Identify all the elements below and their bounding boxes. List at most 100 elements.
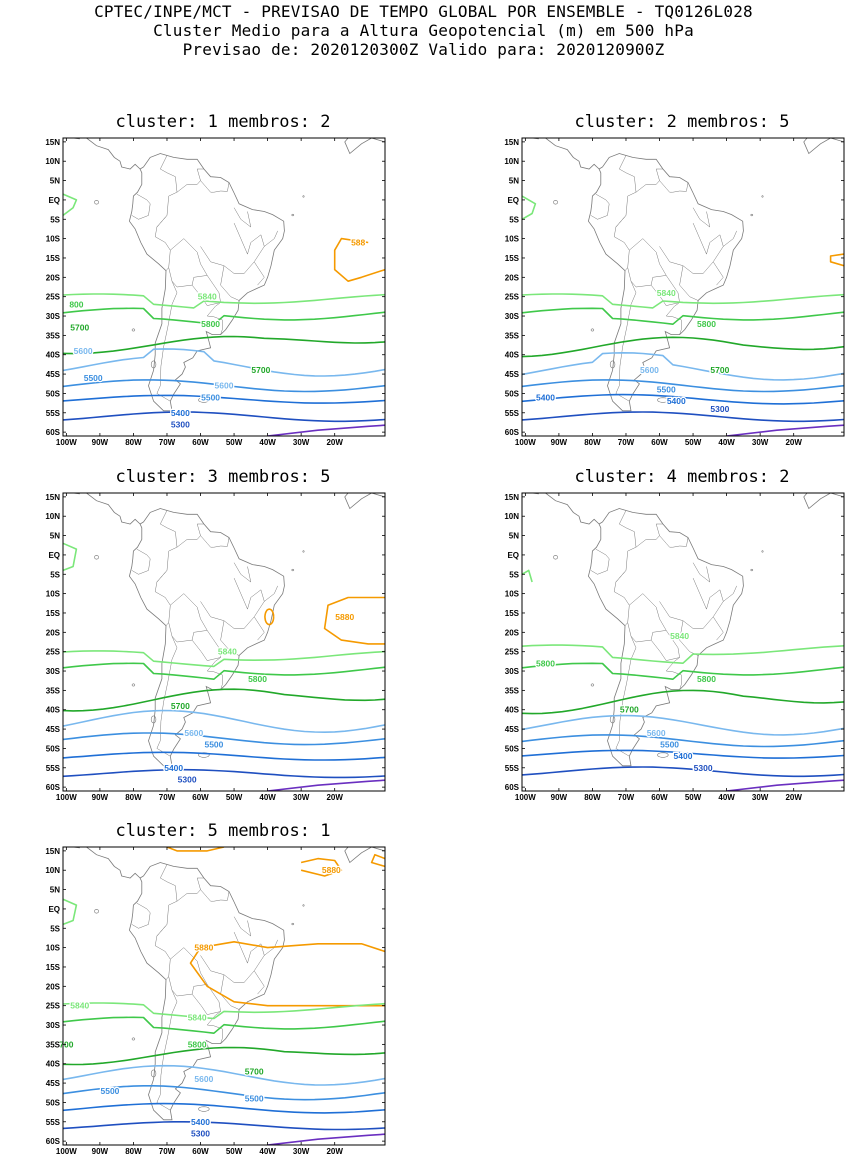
- country-border: [679, 182, 689, 192]
- contour-5800: [522, 307, 844, 325]
- lat-tick-label: 25S: [46, 648, 61, 657]
- lat-tick-label: 15S: [505, 609, 520, 618]
- country-border: [168, 947, 208, 997]
- country-border: [590, 193, 610, 220]
- lat-tick-label: 5N: [50, 532, 60, 541]
- contour-5800: [63, 307, 385, 325]
- coastline-south-america: [128, 862, 285, 1121]
- lat-tick-label: 5N: [50, 886, 60, 895]
- contour-label: 5300: [191, 1128, 210, 1138]
- country-border: [207, 670, 223, 690]
- contour-5840: [522, 569, 533, 583]
- contour-label: 5500: [660, 740, 679, 750]
- country-border: [615, 636, 637, 757]
- country-border: [207, 302, 221, 317]
- map-panel-3: 5880 5840 5800 5700 5600 5500 5400 5300 15N 10N 5N…: [27, 490, 397, 810]
- lon-tick-label: 50W: [226, 438, 243, 447]
- coastline: [63, 138, 80, 140]
- country-border: [659, 578, 724, 629]
- coastline: [522, 138, 539, 140]
- country-border: [615, 281, 637, 402]
- contour-low: [726, 424, 844, 436]
- map-panel-4: 5840 5800 5800 5700 5600 5500 5400 5300 15N 10N 5N…: [486, 490, 847, 810]
- country-border: [666, 315, 682, 335]
- country-border: [679, 537, 689, 547]
- country-border: [220, 265, 240, 301]
- map-frame: [521, 137, 845, 437]
- lat-tick-label: 15N: [45, 138, 60, 147]
- contour-label: 5500: [84, 373, 103, 383]
- contour-label: 5400: [667, 396, 686, 406]
- lat-tick-label: 15S: [505, 254, 520, 263]
- country-border: [723, 230, 737, 247]
- lat-tick-label: 40S: [46, 706, 61, 715]
- contour-5500: [63, 379, 385, 393]
- country-border: [200, 223, 265, 274]
- country-border: [615, 155, 637, 228]
- lat-tick-label: 5N: [50, 177, 60, 186]
- country-border: [220, 974, 240, 1010]
- contour-5600: [63, 1064, 385, 1086]
- contour-label: 5700: [70, 323, 89, 333]
- lat-tick-label: 55S: [505, 764, 520, 773]
- lat-tick-label: 40S: [46, 351, 61, 360]
- coastline-south-america: [587, 508, 744, 767]
- contour-label: 5700: [171, 701, 190, 711]
- contour-5500: [63, 732, 385, 746]
- contour-label: 588: [351, 237, 365, 247]
- contour-label: 5600: [184, 728, 203, 738]
- country-border: [659, 223, 724, 274]
- lon-tick-label: 20W: [326, 793, 343, 802]
- island: [761, 195, 764, 198]
- lat-tick-label: 50S: [505, 744, 520, 753]
- lat-tick-label: 20S: [46, 982, 61, 991]
- contour-5400: [522, 393, 844, 405]
- coastline: [63, 493, 80, 495]
- contour-5880: [264, 608, 275, 626]
- contour-5880: [829, 253, 844, 267]
- panel-title-5: cluster: 5 membros: 1: [115, 821, 331, 841]
- lat-tick-label: 30S: [46, 667, 61, 676]
- lat-tick-label: EQ: [507, 551, 519, 560]
- lon-tick-label: 20W: [326, 438, 343, 447]
- country-border: [191, 275, 221, 306]
- contour-label: 5880: [194, 943, 213, 953]
- country-border: [613, 570, 630, 626]
- country-border: [679, 265, 699, 301]
- map-frame: [521, 492, 845, 792]
- contour-5500: [522, 734, 844, 748]
- contour-5300: [63, 411, 385, 423]
- island: [302, 904, 305, 907]
- contour-5400: [522, 749, 844, 759]
- lat-tick-label: 55S: [46, 1118, 61, 1127]
- lat-tick-label: 35S: [505, 331, 520, 340]
- contour-5600: [522, 714, 844, 736]
- map-frame: [62, 492, 386, 792]
- lat-tick-label: 20S: [46, 273, 61, 282]
- lat-tick-label: 15N: [45, 493, 60, 502]
- lon-tick-label: 20W: [326, 1147, 343, 1156]
- contour-5700: [63, 688, 385, 712]
- contour-5700: [63, 335, 385, 355]
- lat-tick-label: 25S: [46, 1002, 61, 1011]
- country-border: [220, 537, 230, 547]
- country-border: [200, 535, 221, 548]
- coastline: [803, 138, 844, 155]
- contour-5300: [63, 1121, 385, 1131]
- country-border: [666, 670, 682, 690]
- contour-label: 5500: [201, 392, 220, 402]
- island: [94, 908, 99, 914]
- lat-tick-label: 60S: [505, 783, 520, 792]
- contour-label: 5800: [188, 1039, 207, 1049]
- lat-tick-label: 60S: [46, 1137, 61, 1146]
- lat-tick-label: EQ: [48, 551, 60, 560]
- contour-5600: [63, 709, 385, 733]
- map-frame: [62, 846, 386, 1146]
- contour-label: 5800: [697, 674, 716, 684]
- lat-tick-label: 10S: [46, 944, 61, 953]
- contour-5700: [522, 689, 844, 715]
- island: [302, 550, 305, 553]
- lat-tick-label: 5S: [509, 215, 519, 224]
- coastline: [344, 847, 385, 864]
- country-border: [233, 916, 252, 937]
